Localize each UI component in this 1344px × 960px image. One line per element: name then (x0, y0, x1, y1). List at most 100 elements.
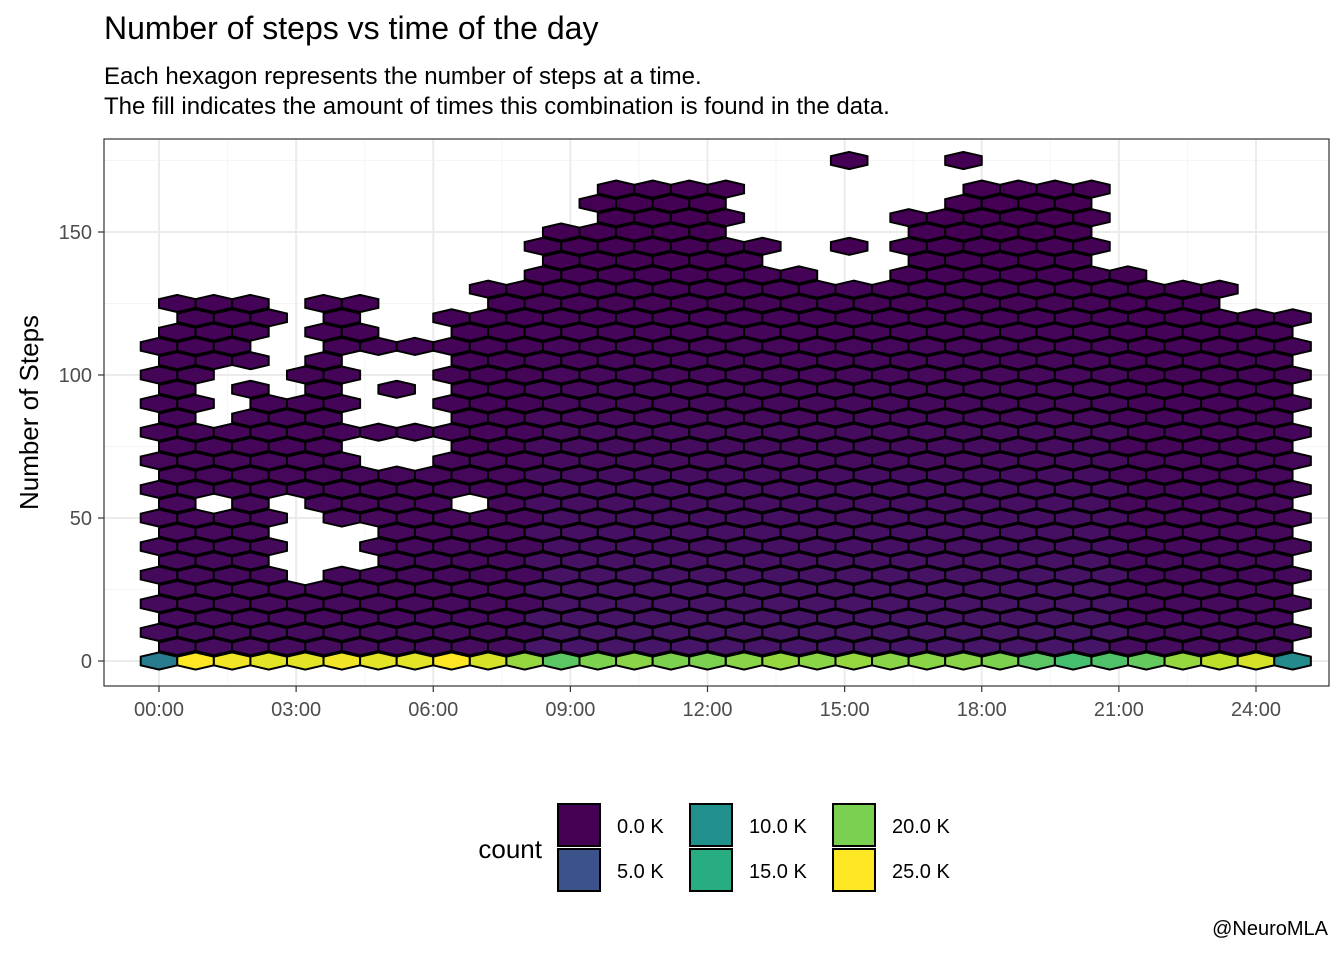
hexbin-cell (1255, 608, 1294, 628)
hexbin-cell (1273, 308, 1312, 328)
x-tick-label: 15:00 (820, 699, 870, 721)
hexbin-cell (1273, 365, 1312, 385)
hexbin-cell (377, 379, 416, 399)
hexbin-cell (231, 379, 270, 399)
hexbin-cell (1273, 508, 1312, 528)
hexbin-cell (194, 293, 234, 314)
legend-label: 25.0 K (892, 861, 950, 883)
hexbin-cell (1072, 179, 1111, 199)
hexbin-cell (231, 322, 270, 342)
hexbin-cell (468, 279, 508, 299)
legend-key (832, 848, 876, 892)
hexbin-cell (231, 293, 270, 314)
legend-label: 10.0 K (749, 816, 807, 838)
hexbin-cell (1273, 594, 1312, 614)
hexbin-cell (249, 508, 288, 528)
hexbin-cell (1108, 265, 1148, 285)
hexbin-cell (1053, 250, 1093, 271)
legend: count 0.0 K 5.0 K 10.0 K 15.0 K 20.0 K 25.0 K (478, 803, 950, 892)
hexbin-cell (1255, 322, 1294, 342)
hexbin-cell (999, 179, 1038, 199)
hexbin-cell (322, 565, 362, 585)
hexbin-cell (633, 179, 672, 199)
hexbin-cell (1273, 622, 1312, 643)
subtitle-line-2: The fill indicates the amount of times t… (104, 93, 890, 120)
x-tick-label: 18:00 (957, 699, 1007, 721)
x-tick-label: 06:00 (408, 699, 458, 721)
hexbin-cell (1200, 279, 1239, 299)
legend-key (689, 803, 733, 847)
hexbin-cell (304, 379, 343, 399)
hexbin-cell (1273, 451, 1312, 471)
hexbin-cell (1255, 379, 1294, 399)
hexbin-cell (1273, 422, 1312, 442)
hexbin-cell (249, 536, 288, 557)
hexbin-cell (1053, 222, 1093, 242)
hexbin-cell (322, 365, 362, 385)
hexbin-cell (304, 436, 343, 457)
hexbin-cell (212, 336, 252, 357)
x-tick-label: 12:00 (682, 699, 732, 721)
hexbin-cell (1255, 551, 1294, 571)
legend-key (689, 848, 733, 892)
x-tick-label: 09:00 (545, 699, 595, 721)
hexbin-cell (724, 250, 764, 271)
hexbin-cell (834, 279, 874, 299)
y-axis-title: Number of Steps (14, 315, 44, 510)
hexbin-cell (688, 193, 727, 214)
hexbin-cell (1072, 208, 1111, 228)
hexbin-cell (432, 308, 471, 328)
hexbin-cell (304, 293, 343, 314)
hexbin-cell (1035, 179, 1075, 199)
hexbin-cell (1273, 565, 1312, 585)
hexbin-cell (1273, 393, 1312, 414)
panel-border (103, 138, 1330, 687)
hexbin-cell (322, 308, 362, 328)
hexbin-cell (158, 494, 197, 514)
hexbin-cell (1255, 579, 1294, 600)
legend-title: count (478, 834, 542, 864)
hexbin-cell (158, 379, 197, 399)
y-tick-label: 100 (59, 365, 92, 387)
hexbin-cell (1053, 193, 1093, 214)
legend-label: 20.0 K (892, 816, 950, 838)
hexbin-cell (340, 322, 380, 342)
legend-label: 5.0 K (617, 861, 664, 883)
y-tick-label: 50 (70, 508, 92, 530)
hexbin-cell (395, 336, 435, 357)
x-tick-label: 03:00 (271, 699, 321, 721)
hexbin-cell (743, 236, 782, 256)
hexbin-cell (1255, 465, 1294, 485)
hexbin-cell (1236, 308, 1276, 328)
hexbin-cell (596, 179, 636, 199)
hexbin-cell (541, 222, 581, 242)
hexbin-cell (231, 551, 270, 571)
hexbin-cell (1072, 236, 1111, 256)
hexbin-cell (377, 465, 416, 485)
hexbin-cell (249, 565, 288, 585)
hexagon-layer (139, 150, 1312, 671)
hexbin-cell (962, 179, 1002, 199)
hexbin-cell (1255, 637, 1294, 657)
hexbin-cell (1255, 351, 1294, 371)
chart-title: Number of steps vs time of the day (104, 10, 599, 46)
x-tick-label: 24:00 (1231, 699, 1281, 721)
legend-label: 15.0 K (749, 861, 807, 883)
hexbin-cell (889, 208, 928, 228)
hexbin-cell (322, 451, 362, 471)
x-tick-label: 00:00 (134, 699, 184, 721)
legend-label: 0.0 K (617, 816, 664, 838)
hexbin-cell (706, 208, 746, 228)
hexbin-cell (158, 293, 197, 314)
hexbin-cell (158, 408, 197, 428)
hexbin-cell (706, 179, 746, 199)
subtitle-line-1: Each hexagon represents the number of st… (104, 63, 702, 90)
hexbin-cell (669, 179, 709, 199)
hexbin-cell (829, 150, 869, 171)
hexbin-cell (779, 265, 819, 285)
hexbin-cell (1255, 494, 1294, 514)
hexbin-cell (340, 293, 380, 314)
hexbin-cell (829, 236, 869, 256)
hexbin-cell (176, 393, 215, 414)
